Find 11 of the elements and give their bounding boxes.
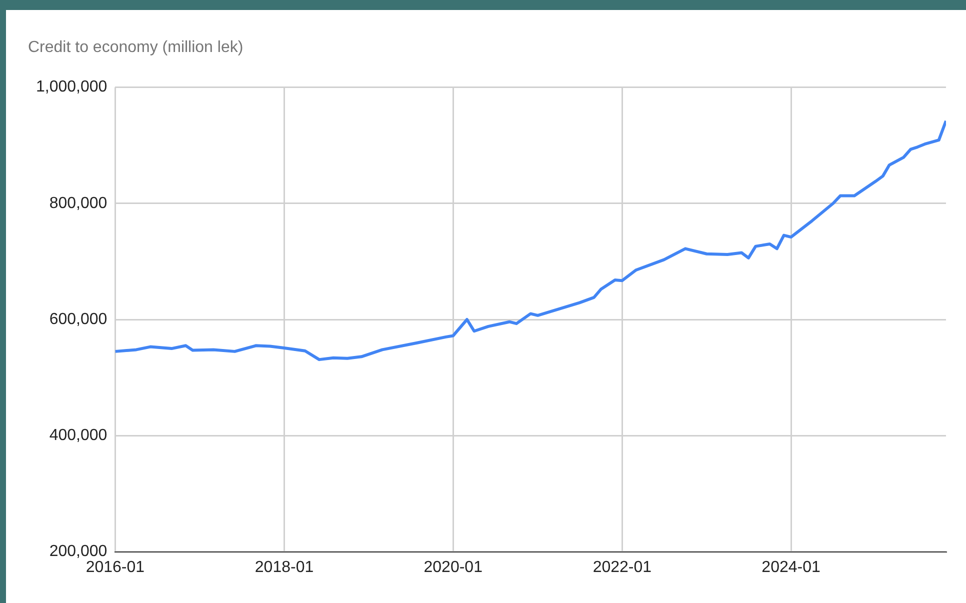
x-tick-label: 2018-01 xyxy=(254,558,314,576)
y-tick-label: 600,000 xyxy=(49,310,108,328)
y-tick-label: 400,000 xyxy=(49,427,108,444)
x-tick-label: 2024-01 xyxy=(762,558,820,576)
y-tick-label: 200,000 xyxy=(49,543,108,560)
y-tick-label: 800,000 xyxy=(49,194,108,212)
x-tick-label: 2022-01 xyxy=(592,558,652,576)
y-tick-label: 1,000,000 xyxy=(36,78,108,96)
x-tick-label: 2016-01 xyxy=(86,558,145,576)
chart-title: Credit to economy (million lek) xyxy=(28,39,244,56)
x-tick-label: 2020-01 xyxy=(424,558,483,576)
